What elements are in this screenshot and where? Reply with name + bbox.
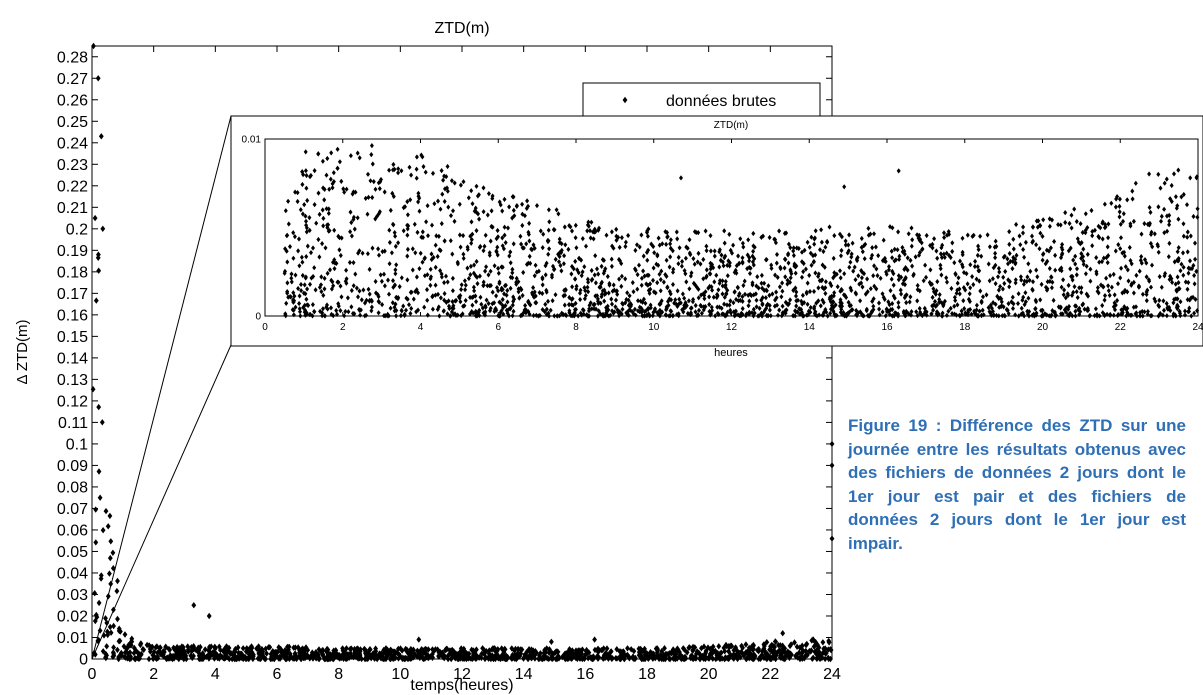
- x-tick-label: 8: [334, 666, 343, 683]
- x-tick-label: 22: [761, 666, 779, 683]
- y-tick-label: 0.26: [57, 92, 88, 109]
- y-tick-label: 0.02: [57, 609, 88, 626]
- y-tick-label: 0.27: [57, 71, 88, 88]
- zoom-connector-bottom: [91, 344, 232, 660]
- y-tick-label: 0.15: [57, 329, 88, 346]
- y-tick-label: 0.21: [57, 200, 88, 217]
- x-tick-label: 10: [648, 322, 660, 333]
- y-tick-label: 0.23: [57, 157, 88, 174]
- y-tick-label: 0.28: [57, 49, 88, 66]
- y-tick-label: 0.04: [57, 566, 88, 583]
- y-tick-label: 0.07: [57, 501, 88, 518]
- legend-label: données brutes: [666, 93, 776, 110]
- figure-caption: Figure 19 : Différence des ZTD sur une j…: [848, 416, 1186, 553]
- legend: données brutes: [582, 82, 821, 121]
- x-tick-label: 0: [262, 322, 268, 333]
- y-tick-label: 0.17: [57, 286, 88, 303]
- y-tick-label: 0: [255, 312, 261, 323]
- x-tick-label: 14: [804, 322, 816, 333]
- y-tick-label: 0.1: [66, 437, 88, 454]
- x-tick-label: 4: [211, 666, 220, 683]
- x-tick-label: 20: [700, 666, 718, 683]
- y-tick-label: 0.13: [57, 372, 88, 389]
- y-tick-label: 0.11: [58, 415, 88, 432]
- x-tick-label: 16: [576, 666, 594, 683]
- main-x-label: temps(heures): [410, 677, 513, 694]
- x-tick-label: 2: [149, 666, 158, 683]
- x-tick-label: 12: [726, 322, 738, 333]
- x-tick-label: 0: [88, 666, 97, 683]
- y-tick-label: 0.08: [57, 480, 88, 497]
- x-tick-label: 20: [1037, 322, 1049, 333]
- y-tick-label: 0.01: [57, 630, 88, 647]
- y-tick-label: 0.22: [57, 178, 88, 195]
- y-tick-label: 0.19: [57, 243, 88, 260]
- x-tick-label: 14: [515, 666, 533, 683]
- main-x-axis: 0 2 4 6 8 10 12 14 16 18 20 22 24: [88, 46, 841, 683]
- y-tick-label: 0.09: [57, 458, 88, 475]
- x-tick-label: 22: [1115, 322, 1127, 333]
- y-tick-label: 0.25: [57, 114, 88, 131]
- x-tick-label: 12: [453, 666, 471, 683]
- inset-x-axis: 0 2 4 6 8 10 12 14 16 18 20 22 24: [262, 139, 1203, 333]
- x-tick-label: 24: [823, 666, 841, 683]
- main-title: ZTD(m): [434, 20, 489, 37]
- x-tick-label: 4: [418, 322, 424, 333]
- x-tick-label: 6: [273, 666, 282, 683]
- y-tick-label: 0.03: [57, 587, 88, 604]
- x-tick-label: 18: [959, 322, 971, 333]
- x-tick-label: 2: [340, 322, 346, 333]
- x-tick-label: 18: [638, 666, 656, 683]
- y-tick-label: 0.24: [57, 135, 88, 152]
- x-tick-label: 10: [391, 666, 409, 683]
- inset-x-label: heures: [714, 347, 748, 359]
- y-tick-label: 0.18: [57, 264, 88, 281]
- y-tick-label: 0.16: [57, 307, 88, 324]
- x-tick-label: 8: [573, 322, 579, 333]
- x-tick-label: 6: [495, 322, 501, 333]
- inset-title: ZTD(m): [714, 120, 748, 131]
- main-y-label: Δ ZTD(m): [14, 319, 31, 384]
- x-tick-label: 16: [881, 322, 893, 333]
- zoom-connector-top: [91, 115, 232, 660]
- y-tick-label: 0.06: [57, 523, 88, 540]
- main-y-axis: 0 0.01 0.02 0.03 0.04 0.05 0.06 0.07 0.08 0.09 0.1…: [57, 49, 832, 669]
- y-tick-label: 0.2: [66, 221, 88, 238]
- inset-plot-frame: [264, 138, 1199, 317]
- y-tick-label: 0.05: [57, 544, 88, 561]
- x-tick-label: 24: [1192, 322, 1203, 333]
- inset-y-axis: 00.01: [242, 135, 1198, 323]
- y-tick-label: 0.12: [57, 393, 88, 410]
- y-tick-label: 0.14: [57, 350, 88, 367]
- y-tick-label: 0.01: [242, 135, 262, 146]
- y-tick-label: 0: [79, 652, 88, 669]
